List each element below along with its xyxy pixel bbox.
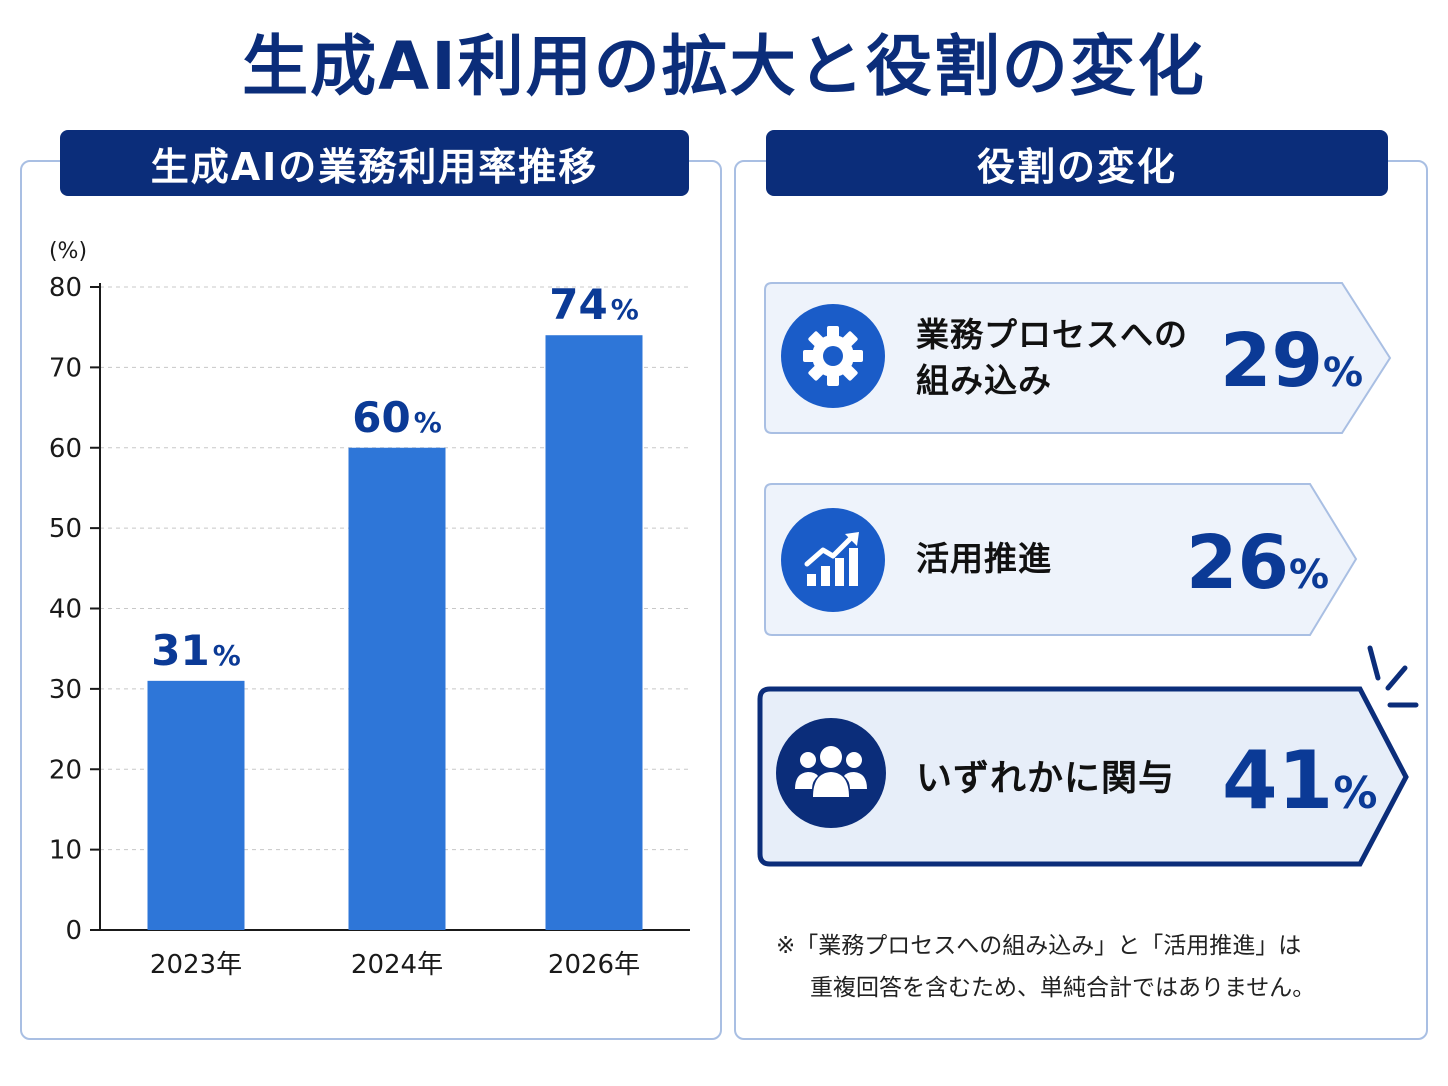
- bar: [147, 680, 245, 930]
- x-category-label: 2024年: [351, 950, 443, 980]
- people-group-icon: [776, 718, 886, 828]
- y-tick-label: 40: [49, 595, 82, 625]
- roles-header: 役割の変化: [766, 130, 1388, 196]
- role-value-1: 29%: [1220, 318, 1364, 404]
- role-card-shape-1: [764, 282, 1392, 434]
- chart-header: 生成AIの業務利用率推移: [60, 130, 689, 196]
- y-tick-label: 80: [49, 273, 82, 303]
- bar: [348, 447, 446, 930]
- role-value-3: 41%: [1222, 734, 1378, 827]
- data-label: 60%: [352, 393, 442, 442]
- data-label: 31%: [151, 626, 241, 675]
- x-category-label: 2023年: [150, 950, 242, 980]
- page-title: 生成AI利用の拡大と役割の変化: [242, 28, 1206, 105]
- role-value-2: 26%: [1186, 520, 1330, 606]
- growth-chart-icon: [781, 508, 885, 612]
- y-tick-label: 60: [49, 434, 82, 464]
- y-tick-label: 0: [65, 916, 82, 946]
- role-label-3: いずれかに関与: [916, 758, 1176, 799]
- y-tick-label: 10: [49, 836, 82, 866]
- gear-icon: [781, 304, 885, 408]
- data-label: 74%: [549, 280, 639, 329]
- y-tick-label: 70: [49, 353, 82, 383]
- x-category-label: 2026年: [548, 950, 640, 980]
- role-card-shape-2: [764, 483, 1358, 636]
- emphasis-burst-icon: [1367, 645, 1419, 708]
- role-label-1: 業務プロセスへの 組み込み: [916, 315, 1188, 400]
- role-label-2: 活用推進: [916, 539, 1052, 578]
- y-tick-label: 20: [49, 755, 82, 785]
- y-axis-unit-label: (%): [49, 239, 87, 264]
- bar: [545, 335, 643, 931]
- y-tick-label: 30: [49, 675, 82, 705]
- footnote-line-1: ※「業務プロセスへの組み込み」と「活用推進」は: [776, 933, 1302, 959]
- footnote: ※「業務プロセスへの組み込み」と「活用推進」は 重複回答を含むため、単純合計では…: [776, 925, 1396, 1009]
- y-tick-label: 50: [49, 514, 82, 544]
- footnote-line-2: 重複回答を含むため、単純合計ではありません。: [810, 975, 1316, 1001]
- role-card-shape-3: [757, 686, 1409, 867]
